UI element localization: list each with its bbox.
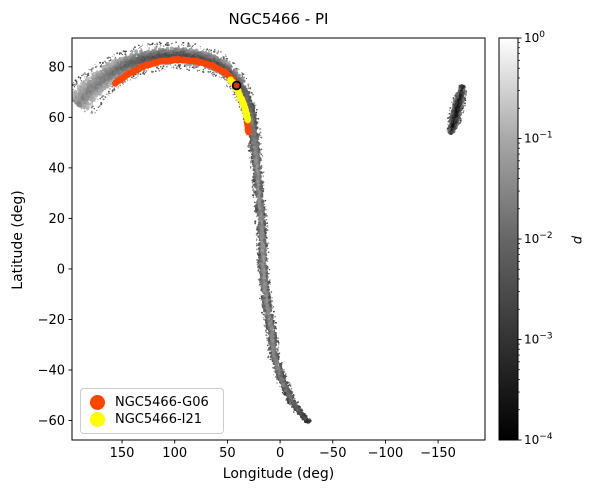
y-tick-label: 20	[48, 212, 65, 227]
legend: NGC5466-G06 NGC5466-I21	[80, 388, 224, 434]
y-tick-label: −20	[38, 313, 65, 328]
y-tick-label: −40	[38, 364, 65, 379]
x-tick-label: 150	[110, 446, 135, 461]
colorbar-label: d	[570, 235, 586, 245]
x-tick-label: −100	[368, 446, 404, 461]
x-axis-label: Longitude (deg)	[222, 466, 335, 482]
x-tick-label: 0	[276, 446, 284, 461]
x-tick-label: 50	[219, 446, 236, 461]
g06-legend-marker-icon	[90, 395, 105, 410]
colorbar-gradient	[499, 38, 518, 440]
x-tick-label: −150	[420, 446, 456, 461]
y-tick-label: 60	[48, 111, 65, 126]
colorbar-tick-label: 10−1	[524, 131, 553, 146]
colorbar-tick-label: 10−3	[524, 332, 553, 347]
legend-item-label: NGC5466-I21	[115, 412, 203, 427]
axes-frame	[71, 37, 486, 441]
legend-item-label: NGC5466-G06	[115, 395, 209, 410]
colorbar-tick-label: 100	[524, 30, 545, 45]
x-tick-label: 100	[162, 446, 187, 461]
chart-title: NGC5466 - PI	[228, 10, 329, 28]
y-tick-label: 40	[48, 161, 65, 176]
y-tick-label: 0	[57, 262, 65, 277]
y-tick-label: 80	[48, 60, 65, 75]
legend-item: NGC5466-I21	[90, 411, 209, 428]
i21-legend-marker-icon	[90, 412, 105, 427]
colorbar-tick-label: 10−2	[524, 231, 553, 246]
y-tick-label: −60	[38, 414, 65, 429]
x-tick-label: −50	[319, 446, 346, 461]
y-axis-label: Latitude (deg)	[10, 190, 26, 290]
colorbar-tick-label: 10−4	[524, 432, 553, 447]
legend-item: NGC5466-G06	[90, 394, 209, 411]
